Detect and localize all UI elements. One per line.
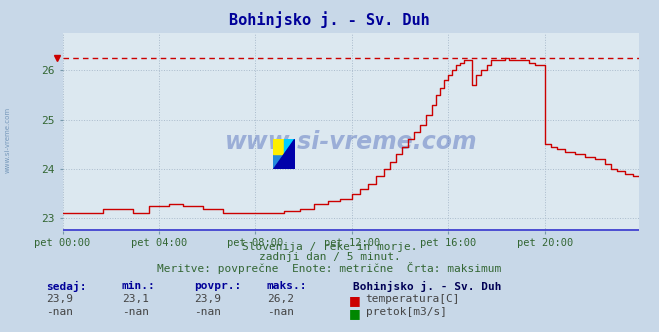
Text: Slovenija / reke in morje.: Slovenija / reke in morje. (242, 242, 417, 252)
Text: povpr.:: povpr.: (194, 281, 242, 290)
Text: sedaj:: sedaj: (46, 281, 86, 291)
Text: min.:: min.: (122, 281, 156, 290)
Text: -nan: -nan (267, 307, 294, 317)
Text: Meritve: povprečne  Enote: metrične  Črta: maksimum: Meritve: povprečne Enote: metrične Črta:… (158, 262, 501, 274)
Text: www.si-vreme.com: www.si-vreme.com (225, 130, 477, 154)
Text: temperatura[C]: temperatura[C] (366, 294, 460, 304)
Text: -nan: -nan (46, 307, 73, 317)
Text: ■: ■ (349, 294, 361, 307)
Text: -nan: -nan (122, 307, 149, 317)
Text: 23,9: 23,9 (46, 294, 73, 304)
Text: zadnji dan / 5 minut.: zadnji dan / 5 minut. (258, 252, 401, 262)
Polygon shape (273, 139, 295, 169)
Bar (273, 139, 284, 154)
Text: Bohinjsko j. - Sv. Duh: Bohinjsko j. - Sv. Duh (229, 12, 430, 29)
Text: pretok[m3/s]: pretok[m3/s] (366, 307, 447, 317)
Text: ■: ■ (349, 307, 361, 320)
Text: 23,1: 23,1 (122, 294, 149, 304)
Bar (284, 139, 295, 154)
Text: -nan: -nan (194, 307, 221, 317)
Text: www.si-vreme.com: www.si-vreme.com (5, 106, 11, 173)
Text: Bohinjsko j. - Sv. Duh: Bohinjsko j. - Sv. Duh (353, 281, 501, 291)
Text: maks.:: maks.: (267, 281, 307, 290)
Text: 23,9: 23,9 (194, 294, 221, 304)
Polygon shape (273, 139, 295, 169)
Text: 26,2: 26,2 (267, 294, 294, 304)
